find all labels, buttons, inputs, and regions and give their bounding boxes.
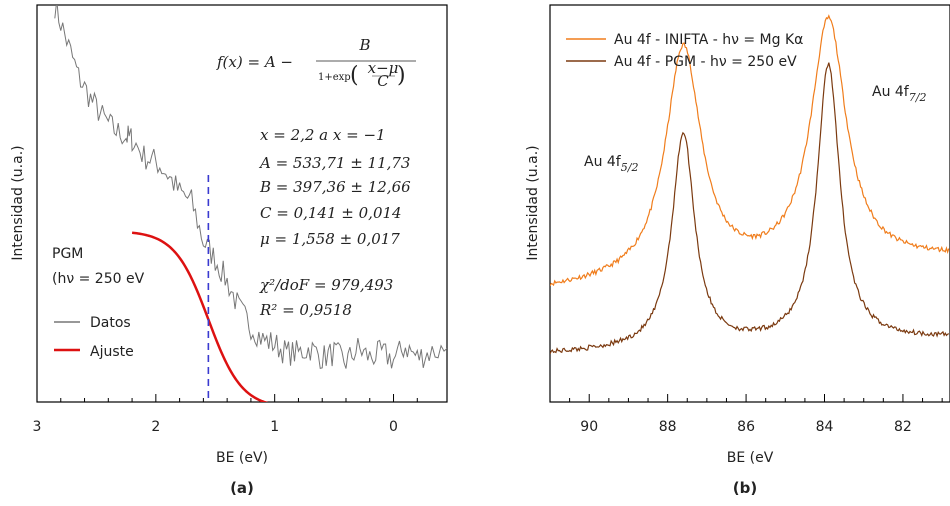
x-tick-label: 82 (894, 419, 912, 435)
panel-a-plot-area (54, 5, 447, 402)
x-tick-label: 0 (389, 419, 398, 435)
peak-label-7-2-sub: 7/2 (909, 91, 927, 104)
fit-param-B: B = 397,36 ± 12,66 (259, 178, 411, 196)
x-tick-label: 3 (33, 419, 42, 435)
panel-b-x-label: BE (eV (727, 450, 774, 466)
panel-a: 3 2 1 0 BE (eV) Intensidad (u.a.) (a) f(x) … (10, 4, 448, 497)
panel-a-x-label: BE (eV) (216, 450, 268, 466)
legend-pgm-label: Au 4f - PGM - hν = 250 eV (614, 54, 797, 70)
panel-a-y-label: Intensidad (u.a.) (10, 145, 26, 260)
pgm-spectrum-line (550, 62, 950, 355)
x-tick-label: 2 (151, 419, 160, 435)
fit-formula-paren-r: ) (397, 63, 406, 88)
panel-a-caption: (a) (230, 479, 254, 497)
panel-b-frame (549, 4, 950, 403)
peak-label-7-2: Au 4f7/2 (872, 84, 926, 104)
ajuste-fit-curve (131, 231, 269, 402)
fit-param-A: A = 533,71 ± 11,73 (258, 154, 410, 172)
legend-inifta-label: Au 4f - INIFTA - hν = Mg Kα (614, 32, 803, 48)
x-tick-label: 1 (270, 419, 279, 435)
fit-parameters: x = 2,2 a x = −1 A = 533,71 ± 11,73 B = … (258, 126, 411, 319)
x-tick-label: 84 (816, 419, 834, 435)
fit-formula-den: 1+exp (318, 72, 351, 83)
panel-b: 90 88 86 84 82 BE (eV Intensidad (u.a.) (b) … (525, 4, 950, 497)
peak-label-5-2: Au 4f5/2 (584, 154, 638, 174)
fit-param-C: C = 0,141 ± 0,014 (260, 204, 402, 222)
fit-chi2: χ²/doF = 979,493 (259, 276, 393, 294)
panel-b-caption: (b) (733, 479, 757, 497)
datos-series-line (54, 5, 447, 370)
fit-formula-inner-num: x−μ (368, 59, 399, 77)
panel-a-x-ticks: 3 2 1 0 (33, 394, 418, 435)
fit-param-mu: μ = 1,558 ± 0,017 (260, 230, 400, 248)
inifta-spectrum-line (550, 14, 950, 287)
fit-formula-inner-den: C (377, 72, 389, 90)
fit-formula-num: B (358, 36, 370, 54)
fit-r2: R² = 0,9518 (259, 301, 352, 319)
fit-range: x = 2,2 a x = −1 (260, 126, 386, 144)
peak-label-5-2-sub: 5/2 (621, 161, 639, 174)
legend-title: PGM (52, 246, 83, 262)
panel-b-x-ticks: 90 88 86 84 82 (549, 394, 943, 435)
legend-subtitle: (hν = 250 eV (52, 271, 145, 287)
fit-formula-paren-l: ( (350, 63, 359, 88)
fit-formula: f(x) = A − B 1+exp ( x−μ C ) (216, 36, 416, 90)
x-tick-label: 86 (737, 419, 755, 435)
panel-b-legend: Au 4f - INIFTA - hν = Mg Kα Au 4f - PGM … (566, 32, 803, 70)
fit-formula-lhs: f(x) = A − (216, 53, 293, 71)
panel-b-plot-area (550, 14, 950, 355)
panel-a-frame (36, 4, 448, 403)
panel-a-legend: PGM (hν = 250 eV Datos Ajuste (52, 246, 145, 360)
legend-ajuste-label: Ajuste (90, 344, 134, 360)
panel-b-y-label: Intensidad (u.a.) (525, 145, 541, 260)
peak-label-7-2-main: Au 4f (872, 84, 910, 100)
legend-datos-label: Datos (90, 315, 131, 331)
x-tick-label: 88 (659, 419, 677, 435)
x-tick-label: 90 (580, 419, 598, 435)
peak-label-5-2-main: Au 4f (584, 154, 622, 170)
